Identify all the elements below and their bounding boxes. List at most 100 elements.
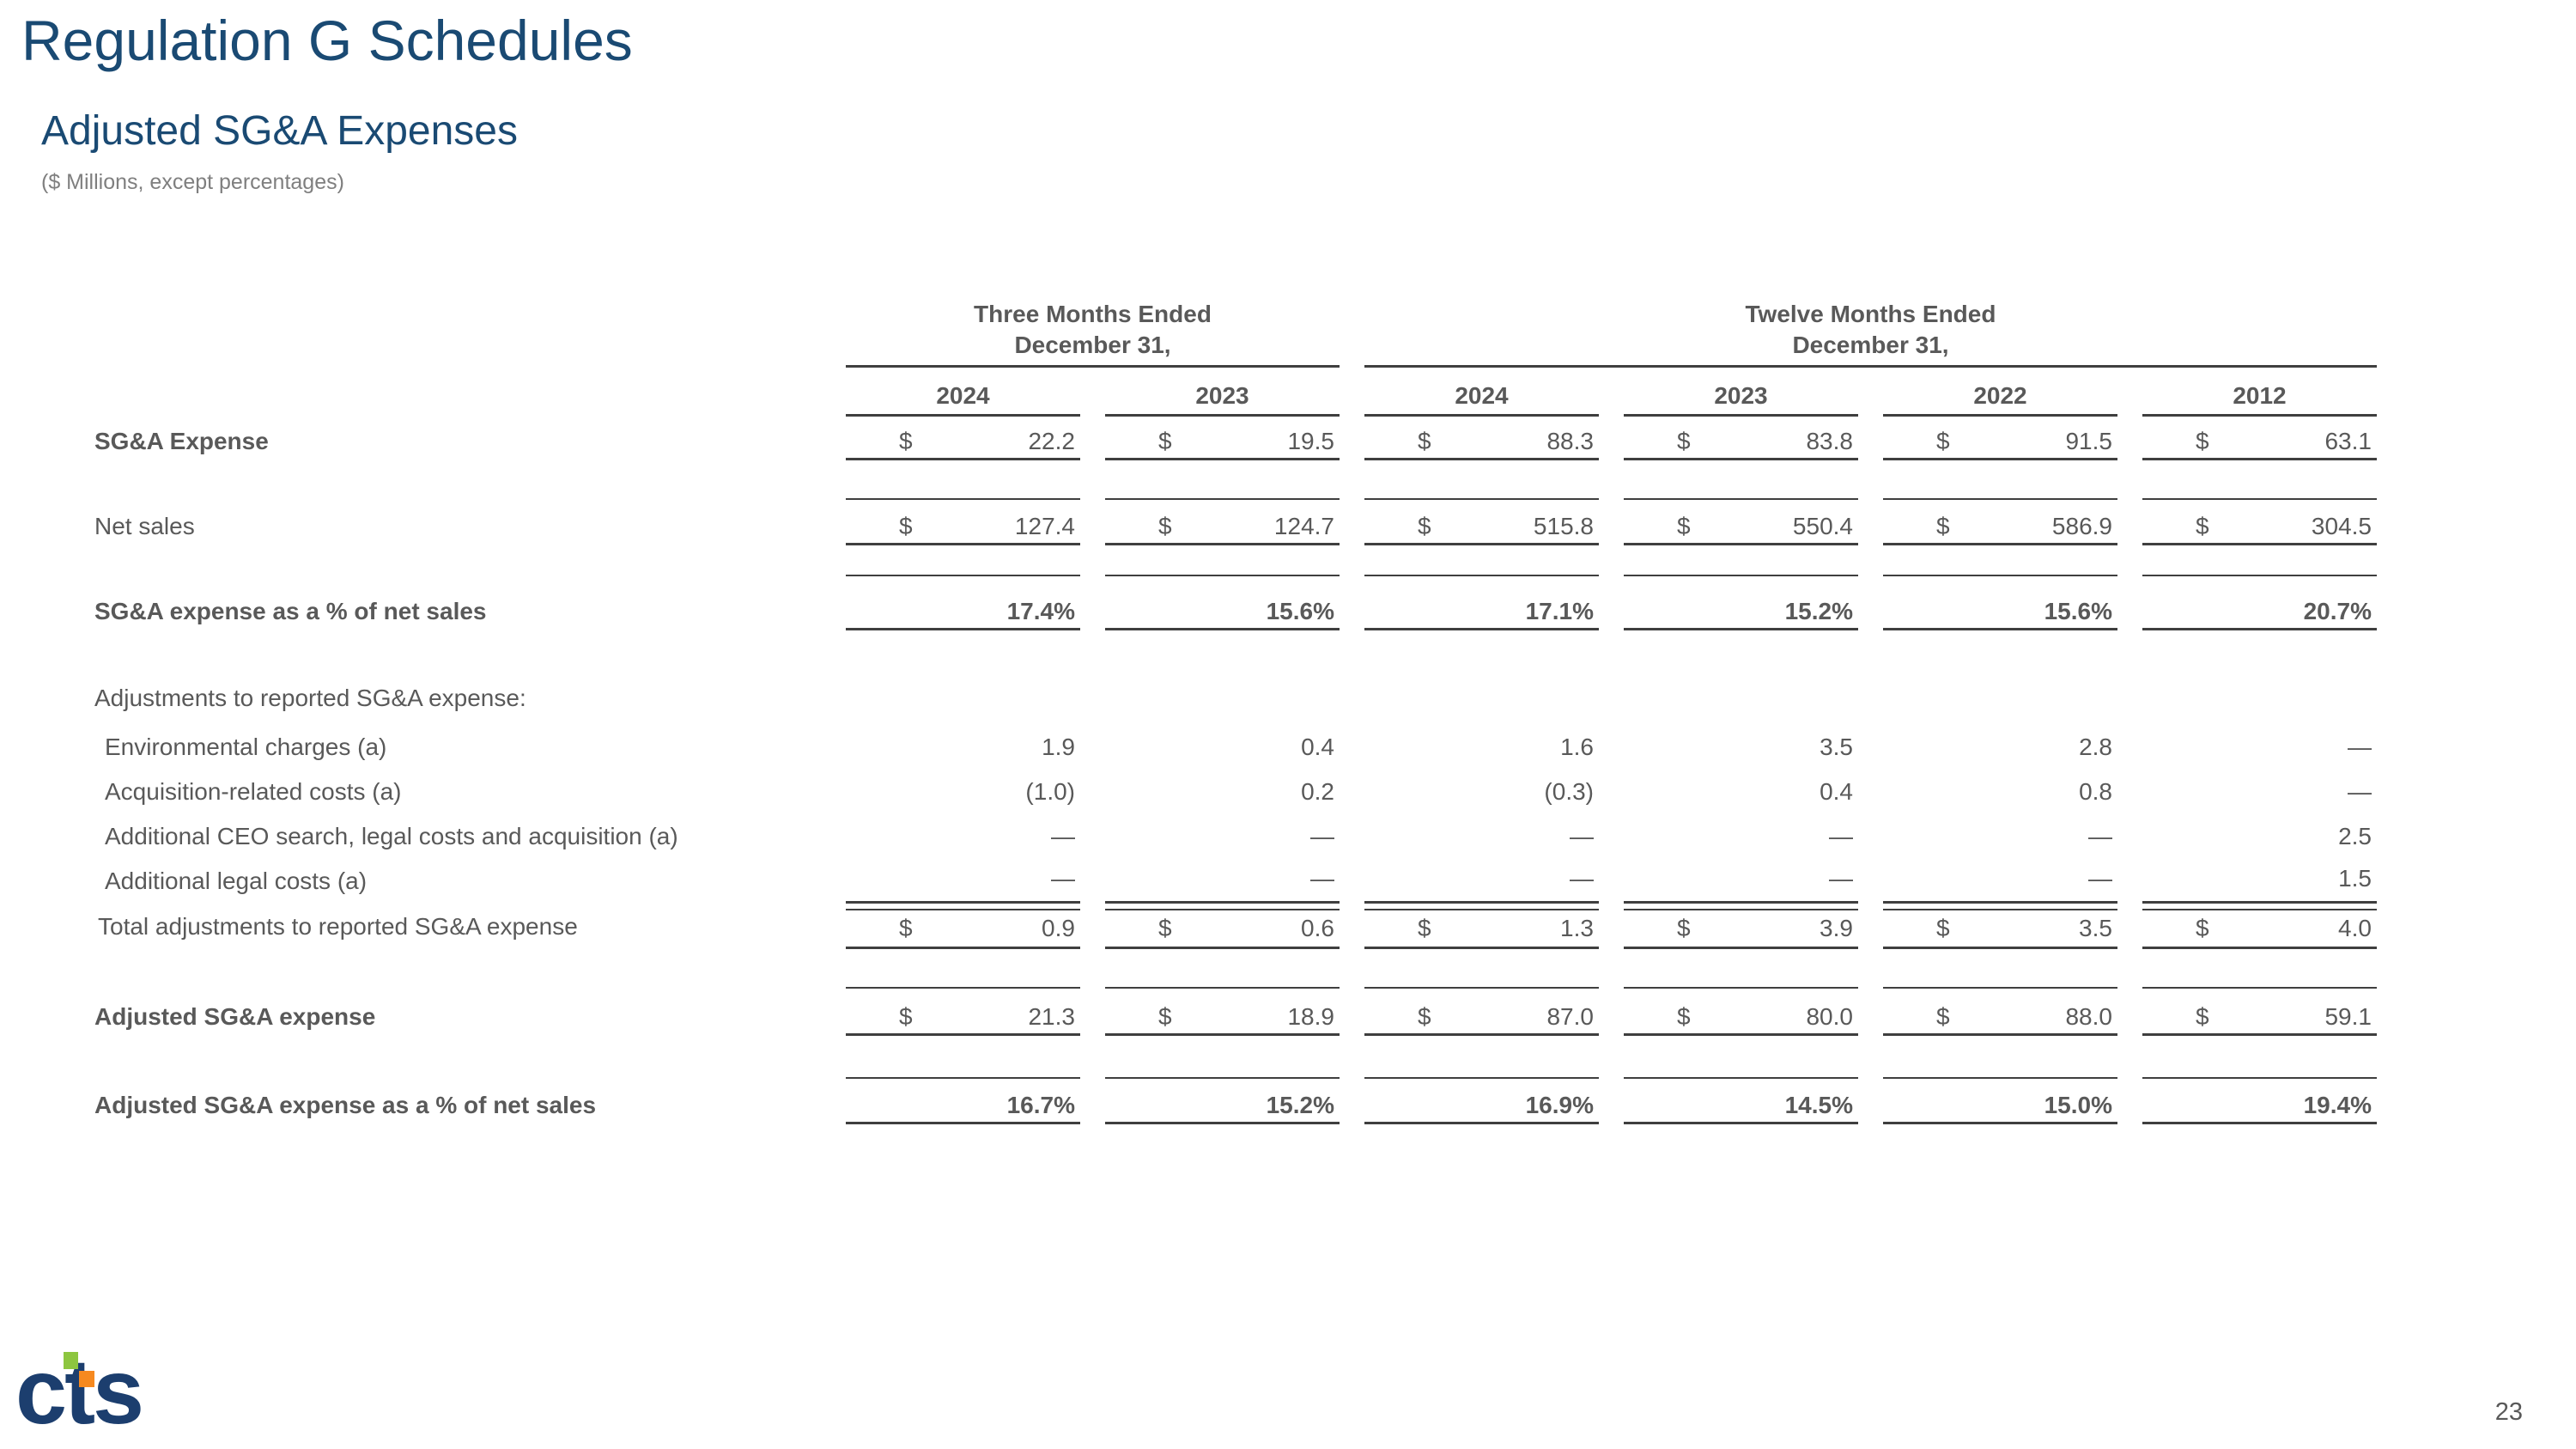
- spacer-rule: [1624, 460, 1858, 500]
- row-label: Net sales: [94, 513, 195, 539]
- group-label-line2: December 31,: [1792, 332, 1949, 358]
- table-cell: $18.9: [1105, 989, 1340, 1036]
- dollar-sign: $: [1418, 1003, 1431, 1030]
- spacer-rule: [1105, 460, 1340, 500]
- table-cell: $515.8: [1364, 500, 1599, 545]
- cell-value: 14.5%: [1784, 1092, 1853, 1118]
- table-cell: $87.0: [1364, 989, 1599, 1036]
- page-title: Regulation G Schedules: [21, 9, 633, 72]
- cell-value: —: [1570, 823, 1594, 849]
- spacer-rule: [846, 545, 1080, 576]
- table-cell: $550.4: [1624, 500, 1858, 545]
- spacer-cell: [94, 292, 846, 368]
- units-note: ($ Millions, except percentages): [41, 170, 344, 194]
- table-cell: 3.5: [1624, 725, 1858, 770]
- dollar-sign: $: [899, 513, 913, 539]
- dollar-sign: $: [899, 1003, 913, 1030]
- cell-value: 19.4%: [2303, 1092, 2372, 1118]
- dollar-sign: $: [1158, 513, 1172, 539]
- spacer-rule: [1624, 949, 1858, 989]
- table-cell: $22.2: [846, 417, 1080, 460]
- dollar-sign: $: [1936, 1003, 1950, 1030]
- table-cell: $4.0: [2142, 909, 2377, 949]
- cell-value: 16.7%: [1006, 1092, 1075, 1118]
- cell-value: 21.3: [1028, 1003, 1075, 1030]
- dollar-sign: $: [1677, 428, 1691, 454]
- table-cell: —: [846, 859, 1080, 904]
- table-cell: $586.9: [1883, 500, 2117, 545]
- cell-value: 0.2: [1301, 778, 1334, 805]
- table-cell: $80.0: [1624, 989, 1858, 1036]
- cell-value: 88.0: [2065, 1003, 2112, 1030]
- cell-value: 124.7: [1273, 513, 1334, 539]
- spacer-rule: [2142, 949, 2377, 989]
- dollar-sign: $: [899, 915, 913, 941]
- table-grid: Three Months Ended December 31, Twelve M…: [94, 292, 2377, 1124]
- cell-value: 1.3: [1560, 915, 1594, 941]
- cell-value: 22.2: [1028, 428, 1075, 454]
- cell-value: 15.6%: [1266, 598, 1334, 624]
- table-cell: $124.7: [1105, 500, 1340, 545]
- dollar-sign: $: [1158, 915, 1172, 941]
- table-cell: 15.6%: [1105, 576, 1340, 630]
- cell-value: (0.3): [1544, 778, 1594, 805]
- cell-value: 1.5: [2338, 865, 2372, 892]
- spacer-rule: [1105, 949, 1340, 989]
- table-cell: —: [846, 814, 1080, 859]
- cell-value: 15.0%: [2044, 1092, 2112, 1118]
- spacer-rule: [1364, 460, 1599, 500]
- logo-green-square: [64, 1352, 78, 1369]
- table-cell: $88.0: [1883, 989, 2117, 1036]
- table-cell: 20.7%: [2142, 576, 2377, 630]
- table-cell: 15.6%: [1883, 576, 2117, 630]
- table-cell: 2.5: [2142, 814, 2377, 859]
- table-cell: 15.0%: [1883, 1079, 2117, 1124]
- table-cell: 0.2: [1105, 770, 1340, 814]
- cell-value: —: [2088, 823, 2112, 849]
- table-cell: $63.1: [2142, 417, 2377, 460]
- dollar-sign: $: [2196, 1003, 2209, 1030]
- cell-value: 304.5: [2311, 513, 2372, 539]
- spacer-rule: [1883, 460, 2117, 500]
- cell-value: 515.8: [1533, 513, 1594, 539]
- adjusted-sgna-table: Three Months Ended December 31, Twelve M…: [94, 292, 2377, 1124]
- cell-value: —: [2348, 734, 2372, 760]
- year-header: 2022: [1883, 368, 2117, 417]
- table-cell: $304.5: [2142, 500, 2377, 545]
- spacer-rule: [1364, 949, 1599, 989]
- table-cell: —: [1624, 859, 1858, 904]
- spacer-rule: [846, 1036, 1080, 1079]
- dollar-sign: $: [2196, 428, 2209, 454]
- cell-value: —: [2348, 778, 2372, 805]
- spacer-rule: [1883, 1036, 2117, 1079]
- table-cell: 16.9%: [1364, 1079, 1599, 1124]
- spacer-rule: [1364, 1036, 1599, 1079]
- cts-logo: cts: [15, 1345, 187, 1448]
- cell-value: 17.4%: [1006, 598, 1075, 624]
- cell-value: 4.0: [2338, 915, 2372, 941]
- table-cell: $83.8: [1624, 417, 1858, 460]
- cell-value: —: [2088, 865, 2112, 892]
- cell-value: 80.0: [1806, 1003, 1853, 1030]
- cell-value: 91.5: [2065, 428, 2112, 454]
- table-cell: $59.1: [2142, 989, 2377, 1036]
- row-label: Total adjustments to reported SG&A expen…: [98, 913, 578, 940]
- column-group-twelve-months: Twelve Months Ended December 31,: [1364, 292, 2377, 368]
- dollar-sign: $: [2196, 513, 2209, 539]
- table-cell: $19.5: [1105, 417, 1340, 460]
- cell-value: 3.5: [2079, 915, 2112, 941]
- table-cell: 1.5: [2142, 859, 2377, 904]
- table-cell: —: [2142, 770, 2377, 814]
- cell-value: 2.8: [2079, 734, 2112, 760]
- row-label: Acquisition-related costs (a): [105, 778, 402, 805]
- cell-value: 15.2%: [1784, 598, 1853, 624]
- group-label-line1: Three Months Ended: [974, 301, 1212, 327]
- table-cell: 0.4: [1105, 725, 1340, 770]
- cell-value: 3.5: [1820, 734, 1853, 760]
- cell-value: 15.6%: [2044, 598, 2112, 624]
- section-label: Adjustments to reported SG&A expense:: [94, 685, 526, 711]
- cell-value: 63.1: [2324, 428, 2372, 454]
- cell-value: —: [1829, 823, 1853, 849]
- table-cell: $0.9: [846, 909, 1080, 949]
- cell-value: 1.6: [1560, 734, 1594, 760]
